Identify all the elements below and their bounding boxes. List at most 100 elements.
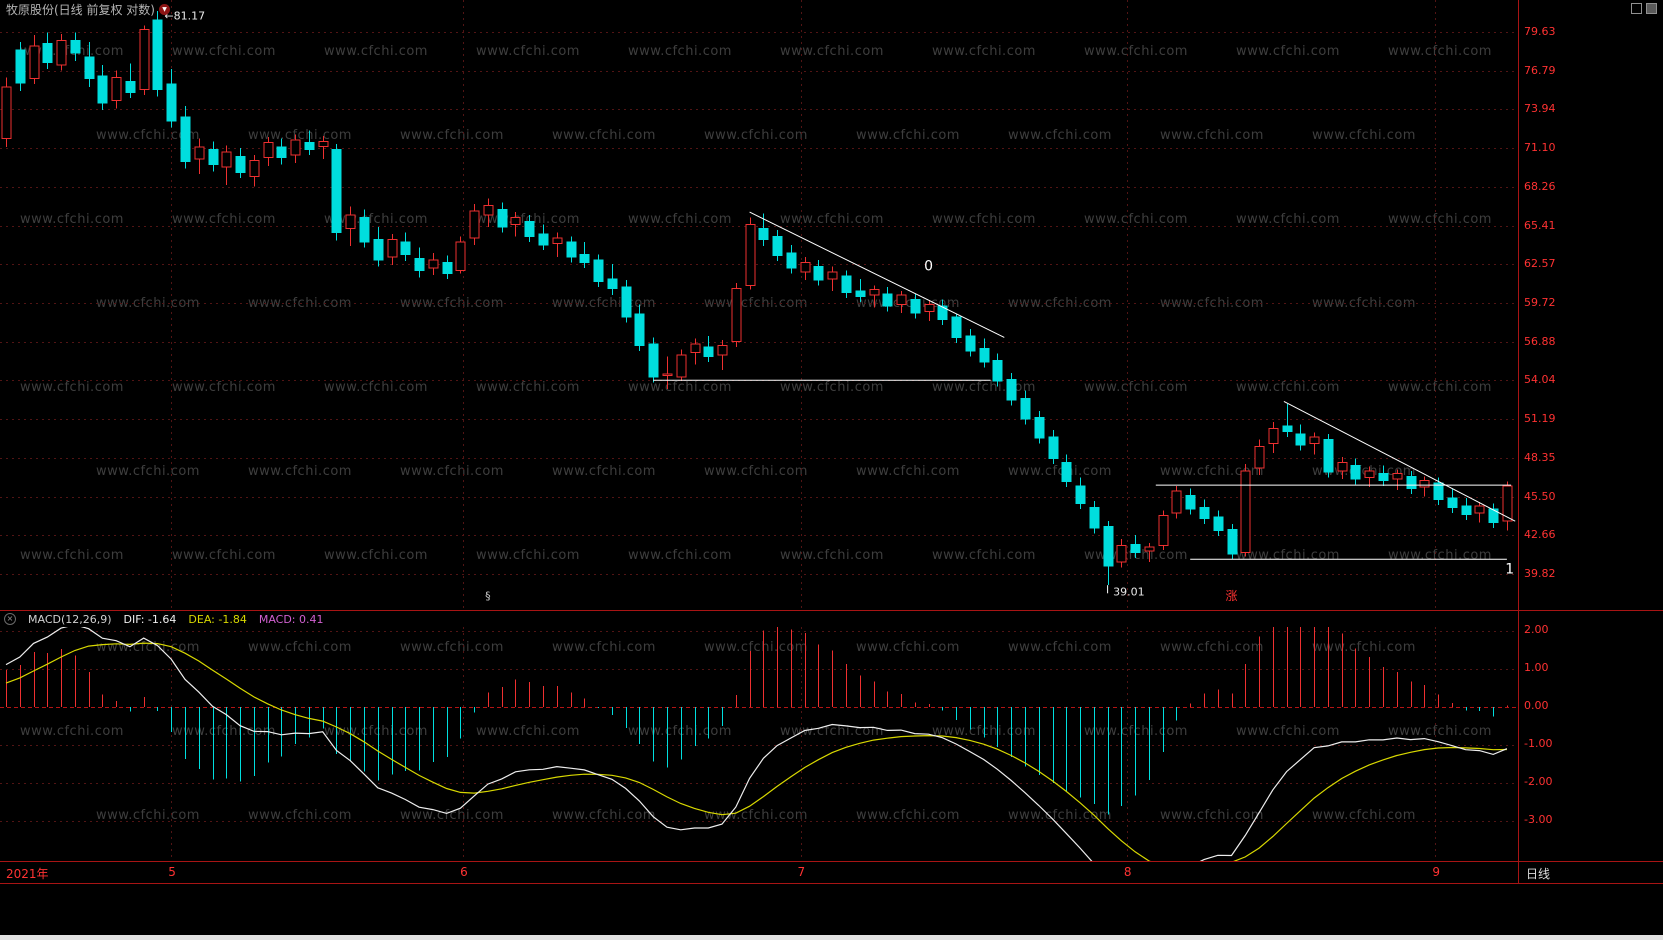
candle-body <box>97 75 108 104</box>
price-axis-label: 79.63 <box>1524 24 1556 38</box>
price-axis-label: 68.26 <box>1524 179 1556 193</box>
price-axis-label: 76.79 <box>1524 63 1556 77</box>
price-axis: 79.63 76.79 73.94 71.10 68.26 65.41 62.57 59.72… <box>1519 0 1663 883</box>
candle-body <box>1378 473 1389 481</box>
candle-body <box>607 278 618 289</box>
candle-body <box>304 142 315 150</box>
candle-body <box>1227 528 1238 555</box>
candle-body <box>745 223 756 287</box>
candle-body <box>1034 417 1045 439</box>
candle-body <box>1337 462 1348 472</box>
candle-body <box>111 76 122 101</box>
candle-body <box>331 149 342 234</box>
candle-body <box>15 49 26 84</box>
candle-body <box>1061 462 1072 483</box>
candle-body <box>29 45 40 80</box>
macd-axis-label: -3.00 <box>1524 813 1553 826</box>
panel-grid-icon[interactable] <box>1646 3 1657 14</box>
candle-body <box>1295 433 1306 446</box>
candle-body <box>42 42 53 63</box>
candle-body <box>318 140 329 148</box>
candle-body <box>1254 445 1265 469</box>
chart-annotation: 1 <box>1505 562 1514 578</box>
candle-body <box>1116 545 1127 563</box>
macd-axis-label: -2.00 <box>1524 775 1553 788</box>
chart-title-bar: 牧原股份(日线 前复权 对数) ▼ <box>6 2 170 17</box>
candle-body <box>937 305 948 321</box>
candle-body <box>1 86 12 140</box>
candle-body <box>1282 425 1293 432</box>
candle-body <box>910 298 921 314</box>
candle-body <box>772 236 783 257</box>
candle-body <box>800 262 811 273</box>
candle-body <box>758 228 769 240</box>
collapse-indicator-icon[interactable]: × <box>4 613 16 625</box>
candle-body <box>841 275 852 293</box>
macd-params-label[interactable]: MACD(12,26,9) <box>28 612 112 626</box>
candle-body <box>951 316 962 338</box>
candle-body <box>621 286 632 318</box>
candle-body <box>1461 505 1472 515</box>
macd-chart[interactable] <box>0 627 1518 861</box>
year-label: 2021年 <box>6 867 49 881</box>
price-axis-label: 39.82 <box>1524 567 1556 580</box>
candle-body <box>896 294 907 306</box>
candle-body <box>538 233 549 246</box>
candle-body <box>56 40 67 66</box>
candle-body <box>1392 473 1403 480</box>
macd-axis-label: 2.00 <box>1524 623 1549 636</box>
candle-body <box>1103 526 1114 567</box>
dea-value-label: DEA: -1.84 <box>188 612 247 626</box>
candle-body <box>1309 436 1320 445</box>
period-label[interactable]: 日线 <box>1526 867 1551 881</box>
candle-body <box>1419 479 1430 488</box>
month-label: 8 <box>1123 865 1132 879</box>
candle-body <box>208 149 219 165</box>
candle-body <box>524 221 535 238</box>
candle-body <box>70 40 81 54</box>
candle-body <box>703 346 714 357</box>
price-axis-label: 48.35 <box>1524 450 1556 464</box>
candle-body <box>194 146 205 160</box>
window-controls <box>1631 3 1657 14</box>
candle-body <box>1488 508 1499 523</box>
candle-body <box>1171 490 1182 514</box>
candle-body <box>566 241 577 258</box>
candle-body <box>400 241 411 255</box>
candle-body <box>1323 439 1334 473</box>
candle-body <box>855 290 866 298</box>
candle-body <box>1350 464 1361 480</box>
candle-body <box>1020 398 1031 420</box>
candle-body <box>221 151 232 168</box>
candle-body <box>235 155 246 174</box>
candle-body <box>552 237 563 244</box>
candle-body <box>1199 507 1210 520</box>
price-axis-label: 73.94 <box>1524 102 1556 116</box>
candle-body <box>276 146 287 159</box>
candle-body <box>180 116 191 163</box>
trend-line <box>749 211 1005 338</box>
price-axis-label: 59.72 <box>1524 296 1556 310</box>
macd-axis-label: 1.00 <box>1524 661 1549 674</box>
candle-body <box>345 214 356 229</box>
macd-indicator-header: × MACD(12,26,9) DIF: -1.64 DEA: -1.84 MA… <box>0 611 1518 627</box>
candle-body <box>1144 546 1155 552</box>
price-axis-label: 45.50 <box>1524 489 1556 503</box>
candle-body <box>1130 543 1141 553</box>
candle-body <box>579 253 590 264</box>
candle-body <box>813 266 824 281</box>
candle-body <box>1006 379 1017 401</box>
candle-body <box>1158 515 1169 547</box>
panel-layout-icon[interactable] <box>1631 3 1642 14</box>
candle-body <box>979 347 990 363</box>
chart-annotation: 39.01 <box>1113 585 1145 598</box>
candle-body <box>634 313 645 347</box>
stock-title-label[interactable]: 牧原股份(日线 前复权 对数) <box>6 2 155 17</box>
candle-body <box>648 343 659 378</box>
candle-body <box>1502 485 1513 522</box>
candlestick-chart[interactable]: ←81.17 39.01 0 1 § 涨 <box>0 0 1518 610</box>
candle-body <box>152 19 163 91</box>
chevron-down-icon[interactable]: ▼ <box>159 3 170 15</box>
panel-divider <box>0 610 1663 611</box>
candle-body <box>717 345 728 356</box>
